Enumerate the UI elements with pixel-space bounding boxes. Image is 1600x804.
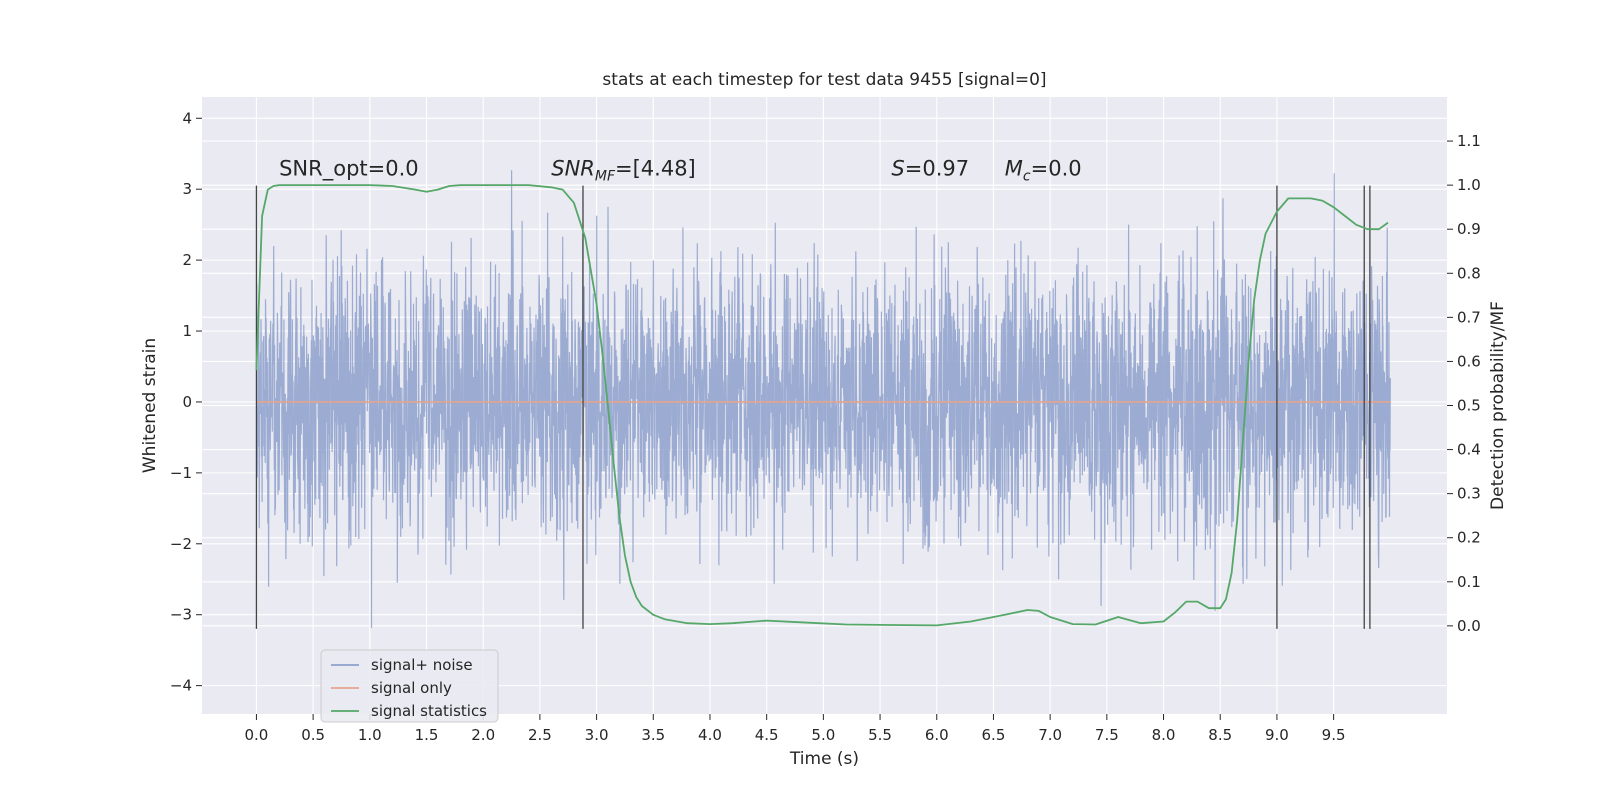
x-tick-label: 5.0	[811, 726, 835, 744]
vertical-markers	[255, 185, 1371, 629]
legend-label: signal+ noise	[371, 656, 473, 674]
x-tick-label: 1.5	[415, 726, 439, 744]
y-right-tick-label: 0.8	[1457, 264, 1481, 282]
legend-label: signal statistics	[371, 702, 487, 720]
x-axis-ticks: 0.0 0.5 1.0 1.5 2.0 2.5 3.0 3.5 4.0 4.5 5.0 5.5 6.0 6…	[244, 714, 1346, 744]
noise-line	[255, 170, 1391, 628]
x-tick-label: 4.5	[755, 726, 779, 744]
x-tick-label: 0.0	[244, 726, 268, 744]
x-tick-label: 7.5	[1095, 726, 1119, 744]
y-tick-label: 1	[182, 322, 192, 340]
y-right-tick-label: 1.1	[1457, 132, 1481, 150]
x-tick-label: 3.0	[585, 726, 609, 744]
y-right-tick-label: 0.2	[1457, 529, 1481, 547]
y-tick-label: 2	[182, 251, 192, 269]
x-tick-label: 8.5	[1208, 726, 1232, 744]
series-signal-statistics	[255, 184, 1389, 627]
y-tick-label: −3	[170, 606, 192, 624]
x-tick-label: 9.0	[1265, 726, 1289, 744]
annotation-part: M	[1005, 157, 1023, 181]
x-tick-label: 6.5	[982, 726, 1006, 744]
x-tick-label: 7.0	[1038, 726, 1062, 744]
annotation-part: =0.0	[1031, 157, 1082, 181]
series-signal-noise	[255, 170, 1391, 628]
x-axis-label: Time (s)	[789, 749, 859, 769]
y-tick-label: 0	[182, 393, 192, 411]
y-tick-label: −4	[170, 677, 192, 695]
y-right-axis-label: Detection probability/MF	[1488, 301, 1508, 510]
y-right-tick-label: 0.6	[1457, 352, 1481, 370]
y-right-tick-label: 0.3	[1457, 485, 1481, 503]
x-tick-label: 3.5	[641, 726, 665, 744]
legend-box	[320, 649, 499, 723]
y-right-tick-label: 0.4	[1457, 441, 1481, 459]
y-axis-ticks: −4 −3 −2 −1 0 1 2 3 4	[170, 109, 202, 695]
y-right-tick-label: 0.7	[1457, 308, 1481, 326]
y-axis-label: Whitened strain	[140, 338, 160, 473]
y-tick-label: 4	[182, 109, 192, 127]
y-right-tick-label: 0.1	[1457, 573, 1481, 591]
legend: signal+ noise signal only signal statistic…	[320, 649, 499, 723]
annotation-snr-opt: SNR_opt=0.0	[279, 157, 419, 182]
legend-label: signal only	[371, 679, 452, 697]
x-tick-label: 5.5	[868, 726, 892, 744]
annotation-mc-val: Mc=0.0	[1005, 157, 1082, 185]
x-tick-label: 6.0	[925, 726, 949, 744]
x-tick-label: 9.5	[1322, 726, 1346, 744]
y-right-tick-label: 1.0	[1457, 176, 1481, 194]
x-tick-label: 1.0	[358, 726, 382, 744]
y-right-tick-label: 0.5	[1457, 397, 1481, 415]
x-tick-label: 2.0	[471, 726, 495, 744]
y-right-axis-ticks: 0.0 0.1 0.2 0.3 0.4 0.5 0.6 0.7 0.8 0.9 1.0 1.1	[1447, 132, 1481, 635]
y-tick-label: −1	[170, 464, 192, 482]
annotation-part: =0.97	[905, 157, 969, 181]
y-tick-label: −2	[170, 535, 192, 553]
x-tick-label: 0.5	[301, 726, 325, 744]
y-right-tick-label: 0.9	[1457, 220, 1481, 238]
annotation-s-val: S=0.97	[891, 157, 969, 181]
chart-title: stats at each timestep for test data 945…	[602, 70, 1046, 90]
annotations: SNR_opt=0.0 SNRMF=[4.48] S=0.97 Mc=0.0	[279, 157, 1082, 185]
y-tick-label: 3	[182, 180, 192, 198]
annotation-snr-mf: SNRMF=[4.48]	[551, 157, 696, 185]
annotation-part: MF	[595, 169, 616, 185]
annotation-part: c	[1023, 169, 1031, 185]
annotation-part: S	[891, 157, 904, 181]
x-tick-label: 8.0	[1152, 726, 1176, 744]
x-tick-label: 2.5	[528, 726, 552, 744]
annotation-part: SNR	[551, 157, 595, 181]
y-right-tick-label: 0.0	[1457, 617, 1481, 635]
signal-statistics-line	[255, 184, 1389, 627]
annotation-part: =[4.48]	[615, 157, 696, 181]
x-tick-label: 4.0	[698, 726, 722, 744]
